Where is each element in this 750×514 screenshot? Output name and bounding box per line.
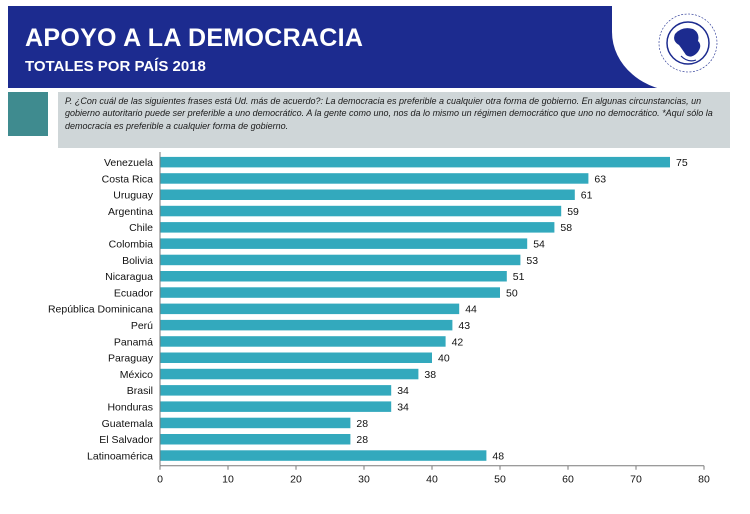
value-label: 58 — [560, 222, 572, 234]
page-subtitle: TOTALES POR PAÍS 2018 — [25, 58, 206, 75]
x-tick-label: 50 — [494, 474, 506, 486]
bar — [160, 385, 392, 396]
category-label: Nicaragua — [105, 271, 153, 283]
category-label: Argentina — [108, 206, 153, 218]
x-axis: 0 10 20 30 40 50 60 70 80 — [157, 152, 710, 486]
bar — [160, 352, 432, 363]
category-label: Paraguay — [108, 353, 154, 365]
x-tick-label: 30 — [358, 474, 370, 486]
value-label: 28 — [356, 434, 368, 446]
category-label: Colombia — [109, 238, 154, 250]
value-label: 48 — [492, 450, 504, 462]
bar — [160, 303, 460, 315]
category-label: Panamá — [114, 336, 153, 348]
question-text: P. ¿Con cuál de las siguientes frases es… — [65, 96, 713, 131]
value-label: 59 — [567, 206, 579, 218]
category-label: Venezuela — [104, 157, 153, 169]
value-label: 38 — [424, 369, 436, 381]
bar — [160, 156, 670, 168]
bar — [160, 434, 351, 445]
page-title: APOYO A LA DEMOCRACIA — [25, 24, 364, 52]
x-tick-label: 80 — [698, 474, 710, 486]
bar — [160, 401, 392, 412]
category-label: Perú — [131, 320, 153, 332]
category-label: El Salvador — [99, 434, 153, 446]
question-marker — [8, 92, 48, 136]
category-label: México — [120, 369, 153, 381]
value-label: 43 — [458, 320, 470, 332]
header: APOYO A LA DEMOCRACIA TOTALES POR PAÍS 2… — [0, 0, 750, 92]
x-tick-label: 70 — [630, 474, 642, 486]
bar — [160, 271, 507, 282]
bar — [160, 336, 446, 347]
category-label: Uruguay — [113, 190, 153, 202]
value-label: 42 — [452, 336, 464, 348]
category-label: Chile — [129, 222, 153, 234]
category-label: Guatemala — [102, 418, 154, 430]
bar — [160, 254, 521, 266]
bar — [160, 319, 453, 331]
question-box: P. ¿Con cuál de las siguientes frases es… — [58, 92, 730, 148]
bar — [160, 287, 500, 298]
bar — [160, 189, 575, 200]
value-label: 34 — [397, 401, 409, 413]
value-label: 34 — [397, 385, 409, 397]
x-tick-label: 10 — [222, 474, 234, 486]
value-label: 63 — [594, 173, 606, 185]
value-label: 75 — [676, 157, 688, 169]
bar — [160, 450, 487, 461]
value-label: 61 — [581, 190, 593, 202]
value-label: 51 — [513, 271, 525, 283]
value-label: 44 — [465, 304, 477, 316]
category-label: Latinoamérica — [87, 450, 153, 462]
question-row: P. ¿Con cuál de las siguientes frases es… — [8, 92, 730, 148]
x-tick-label: 40 — [426, 474, 438, 486]
bars-group — [160, 156, 670, 461]
value-label: 53 — [526, 255, 538, 267]
x-tick-label: 60 — [562, 474, 574, 486]
bar — [160, 368, 419, 380]
category-label: Brasil — [127, 385, 153, 397]
value-label: 40 — [438, 353, 450, 365]
category-labels-group: Venezuela Costa Rica Uruguay Argentina Chile… — [48, 157, 154, 462]
bar — [160, 173, 589, 184]
x-tick-label: 0 — [157, 474, 163, 486]
value-label: 28 — [356, 418, 368, 430]
value-label: 50 — [506, 287, 518, 299]
value-label: 54 — [533, 238, 545, 250]
category-label: Costa Rica — [102, 173, 154, 185]
bar — [160, 205, 562, 217]
category-label: Ecuador — [114, 287, 154, 299]
header-band — [8, 6, 708, 88]
bar — [160, 238, 528, 249]
x-tick-label: 20 — [290, 474, 302, 486]
latinobarometro-globe-logo-icon — [658, 13, 718, 73]
category-label: Honduras — [107, 401, 153, 413]
category-label: Bolivia — [122, 255, 153, 267]
bar — [160, 417, 351, 429]
bar — [160, 222, 555, 233]
category-label: República Dominicana — [48, 304, 153, 316]
